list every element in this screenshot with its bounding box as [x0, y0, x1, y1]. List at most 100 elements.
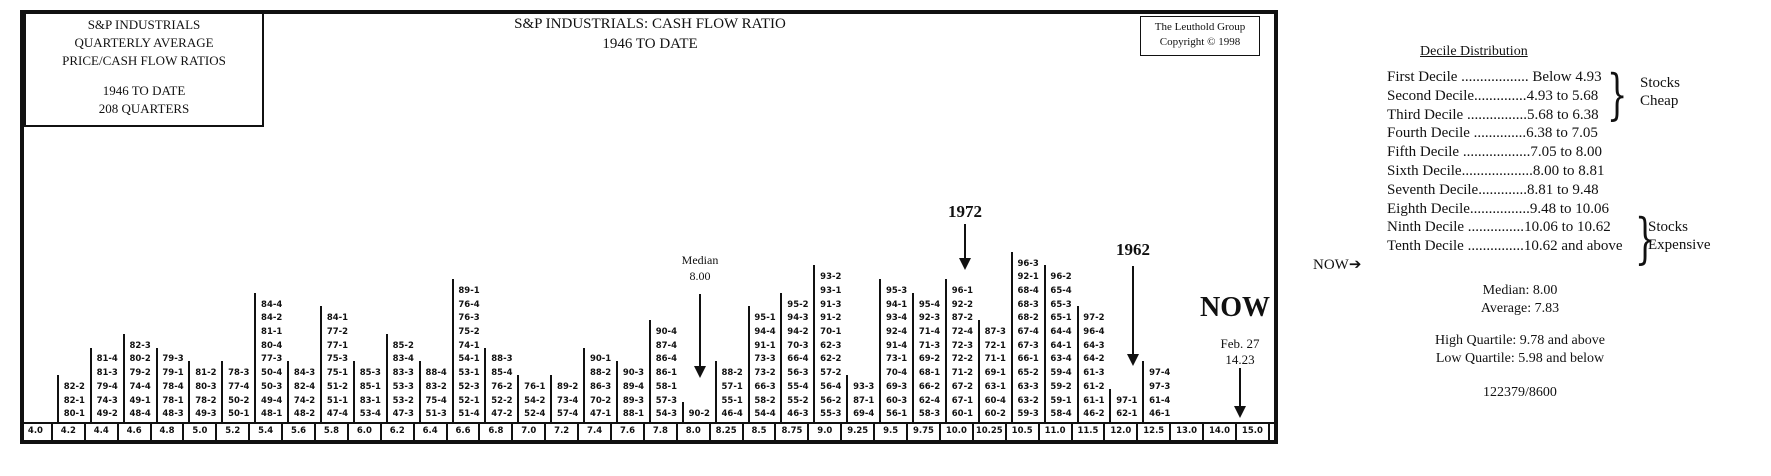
x-axis-tick: 14.0 [1204, 424, 1237, 440]
histogram-column: 95-3 94-1 93-4 92-4 91-4 73-1 70-4 69-3 60-3 56-1 [879, 279, 912, 422]
quarter-label: 84-2 [261, 313, 283, 324]
x-axis-tick: 10.0 [941, 424, 974, 440]
quarter-label: 69-2 [918, 354, 941, 365]
quarter-label: 57-4 [557, 409, 579, 420]
quarter-label: 80-4 [261, 340, 283, 351]
quarter-label: 56-1 [885, 409, 908, 420]
stats-quartiles: High Quartile: 9.78 and above Low Quarti… [1390, 332, 1650, 368]
info-line-3: PRICE/CASH FLOW RATIOS [62, 53, 226, 68]
quarter-label: 50-4 [261, 368, 283, 379]
chart-frame [20, 10, 1278, 444]
quarter-label: 62-3 [820, 340, 842, 351]
quarter-label: 81-4 [96, 354, 118, 365]
quarter-label: 97-4 [1149, 368, 1171, 379]
quarter-label: 84-1 [326, 313, 349, 324]
quarter-label: 63-4 [1050, 354, 1072, 365]
quarter-label: 82-1 [63, 395, 85, 406]
quarter-label: 79-4 [96, 381, 118, 392]
cheap-label-2: Cheap [1640, 93, 1679, 109]
histogram-column: 84-4 84-2 81-1 80-4 77-3 50-4 50-3 49-4 48-1 [254, 292, 287, 422]
quarter-label: 76-2 [491, 381, 513, 392]
histogram-column: 97-1 62-1 [1109, 388, 1142, 422]
quarter-label: 60-2 [984, 409, 1006, 420]
x-axis-tick: 6.8 [480, 424, 514, 440]
info-box: S&P INDUSTRIALS QUARTERLY AVERAGE PRICE/… [24, 12, 264, 127]
x-axis-tick: 5.4 [250, 424, 284, 440]
quarter-label: 58-4 [1050, 409, 1072, 420]
quarter-label: 93-2 [820, 272, 842, 283]
histogram-column: 88-3 85-4 76-2 52-2 47-2 [484, 347, 517, 422]
quarter-label: 58-2 [754, 395, 776, 406]
decile-range: 10.06 to 10.62 [1524, 219, 1611, 236]
x-axis-tick: 8.0 [678, 424, 711, 440]
quarter-label: 62-2 [820, 354, 842, 365]
quarter-label: 86-1 [655, 368, 677, 379]
quarter-label: 50-2 [228, 395, 250, 406]
quarter-label: 88-2 [589, 368, 612, 379]
x-axis-tick: 6.6 [448, 424, 481, 440]
quarter-label: 54-4 [754, 409, 776, 420]
decile-row: Sixth Decile...................8.00 to 8… [1387, 162, 1605, 180]
quarter-label: 47-4 [326, 409, 349, 420]
quarter-label: 77-1 [326, 340, 349, 351]
quarter-label: 57-1 [721, 381, 743, 392]
histogram-column: 96-3 92-1 68-4 68-3 68-2 67-4 67-3 66-1 65-2 63-3… [1010, 251, 1044, 422]
quarter-label: 64-4 [1050, 327, 1072, 338]
quarter-label: 73-3 [754, 354, 776, 365]
x-axis-tick: 9.0 [809, 424, 843, 440]
x-axis-tick: 5.8 [316, 424, 349, 440]
x-axis-tick: 4.6 [119, 424, 152, 440]
quarter-label: 95-1 [754, 313, 776, 324]
quarter-label: 74-3 [96, 395, 118, 406]
x-axis-tick: 9.25 [842, 424, 876, 440]
histogram-column: 85-2 83-4 83-3 53-3 53-2 47-3 [385, 333, 419, 422]
decile-range: 5.68 to 6.38 [1526, 106, 1599, 123]
x-axis-tick: 7.2 [546, 424, 580, 440]
quarter-label: 90-4 [655, 327, 677, 338]
quarter-label: 83-4 [392, 354, 414, 365]
quarter-label: 87-2 [951, 313, 974, 324]
quarter-label: 75-1 [326, 368, 349, 379]
quarter-label: 75-3 [326, 354, 349, 365]
quarter-label: 65-4 [1050, 285, 1072, 296]
quarter-label: 70-2 [589, 395, 612, 406]
quarter-label: 84-3 [293, 368, 316, 379]
histogram-column: 82-2 82-1 80-1 [56, 374, 90, 422]
quarter-label: 94-2 [787, 327, 809, 338]
quarter-label: 54-2 [524, 395, 546, 406]
quarter-label: 64-2 [1083, 354, 1105, 365]
chart-title: S&P INDUSTRIALS: CASH FLOW RATIO 1946 TO… [430, 14, 870, 54]
quarter-label: 86-3 [589, 381, 612, 392]
copyright-box: The Leuthold Group Copyright © 1998 [1140, 16, 1260, 56]
quarter-label: 48-1 [261, 409, 283, 420]
x-axis-tick: 10.25 [974, 424, 1007, 440]
median-arrow-shaft [699, 294, 701, 366]
quarter-label: 88-1 [622, 409, 645, 420]
decile-label: Second Decile.............. [1387, 87, 1527, 104]
decile-range: 4.93 to 5.68 [1526, 87, 1599, 104]
quarter-label: 76-4 [458, 299, 480, 310]
histogram-column: 84-3 82-4 74-2 48-2 [287, 361, 320, 422]
quarter-label: 69-4 [853, 409, 875, 420]
x-axis-tick: 9.75 [908, 424, 941, 440]
quarter-label: 56-3 [787, 368, 809, 379]
quarter-label: 61-2 [1083, 381, 1105, 392]
quarter-label: 47-2 [491, 409, 513, 420]
quarter-label: 91-2 [820, 313, 842, 324]
quarter-label: 87-4 [655, 340, 677, 351]
quarter-label: 78-1 [162, 395, 184, 406]
decile-label: Sixth Decile................... [1387, 163, 1533, 179]
quarter-label: 55-4 [787, 381, 809, 392]
x-axis-tick: 5.0 [184, 424, 218, 440]
arrow-1962-shaft [1132, 266, 1134, 354]
quarter-label: 66-3 [754, 381, 776, 392]
decile-range: 6.38 to 7.05 [1526, 125, 1598, 142]
decile-label: Fifth Decile .................. [1387, 144, 1531, 161]
x-axis-tick: 8.5 [744, 424, 777, 440]
histogram-column: 93-3 87-1 69-4 [846, 374, 879, 422]
quarter-label: 97-3 [1149, 381, 1171, 392]
histogram-column: 84-1 77-2 77-1 75-3 75-1 51-2 51-1 47-4 [320, 306, 353, 422]
histogram-column: 88-4 83-2 75-4 51-3 [418, 361, 452, 422]
quarter-label: 91-1 [754, 340, 776, 351]
stat-average: Average: 7.83 [1480, 301, 1560, 316]
